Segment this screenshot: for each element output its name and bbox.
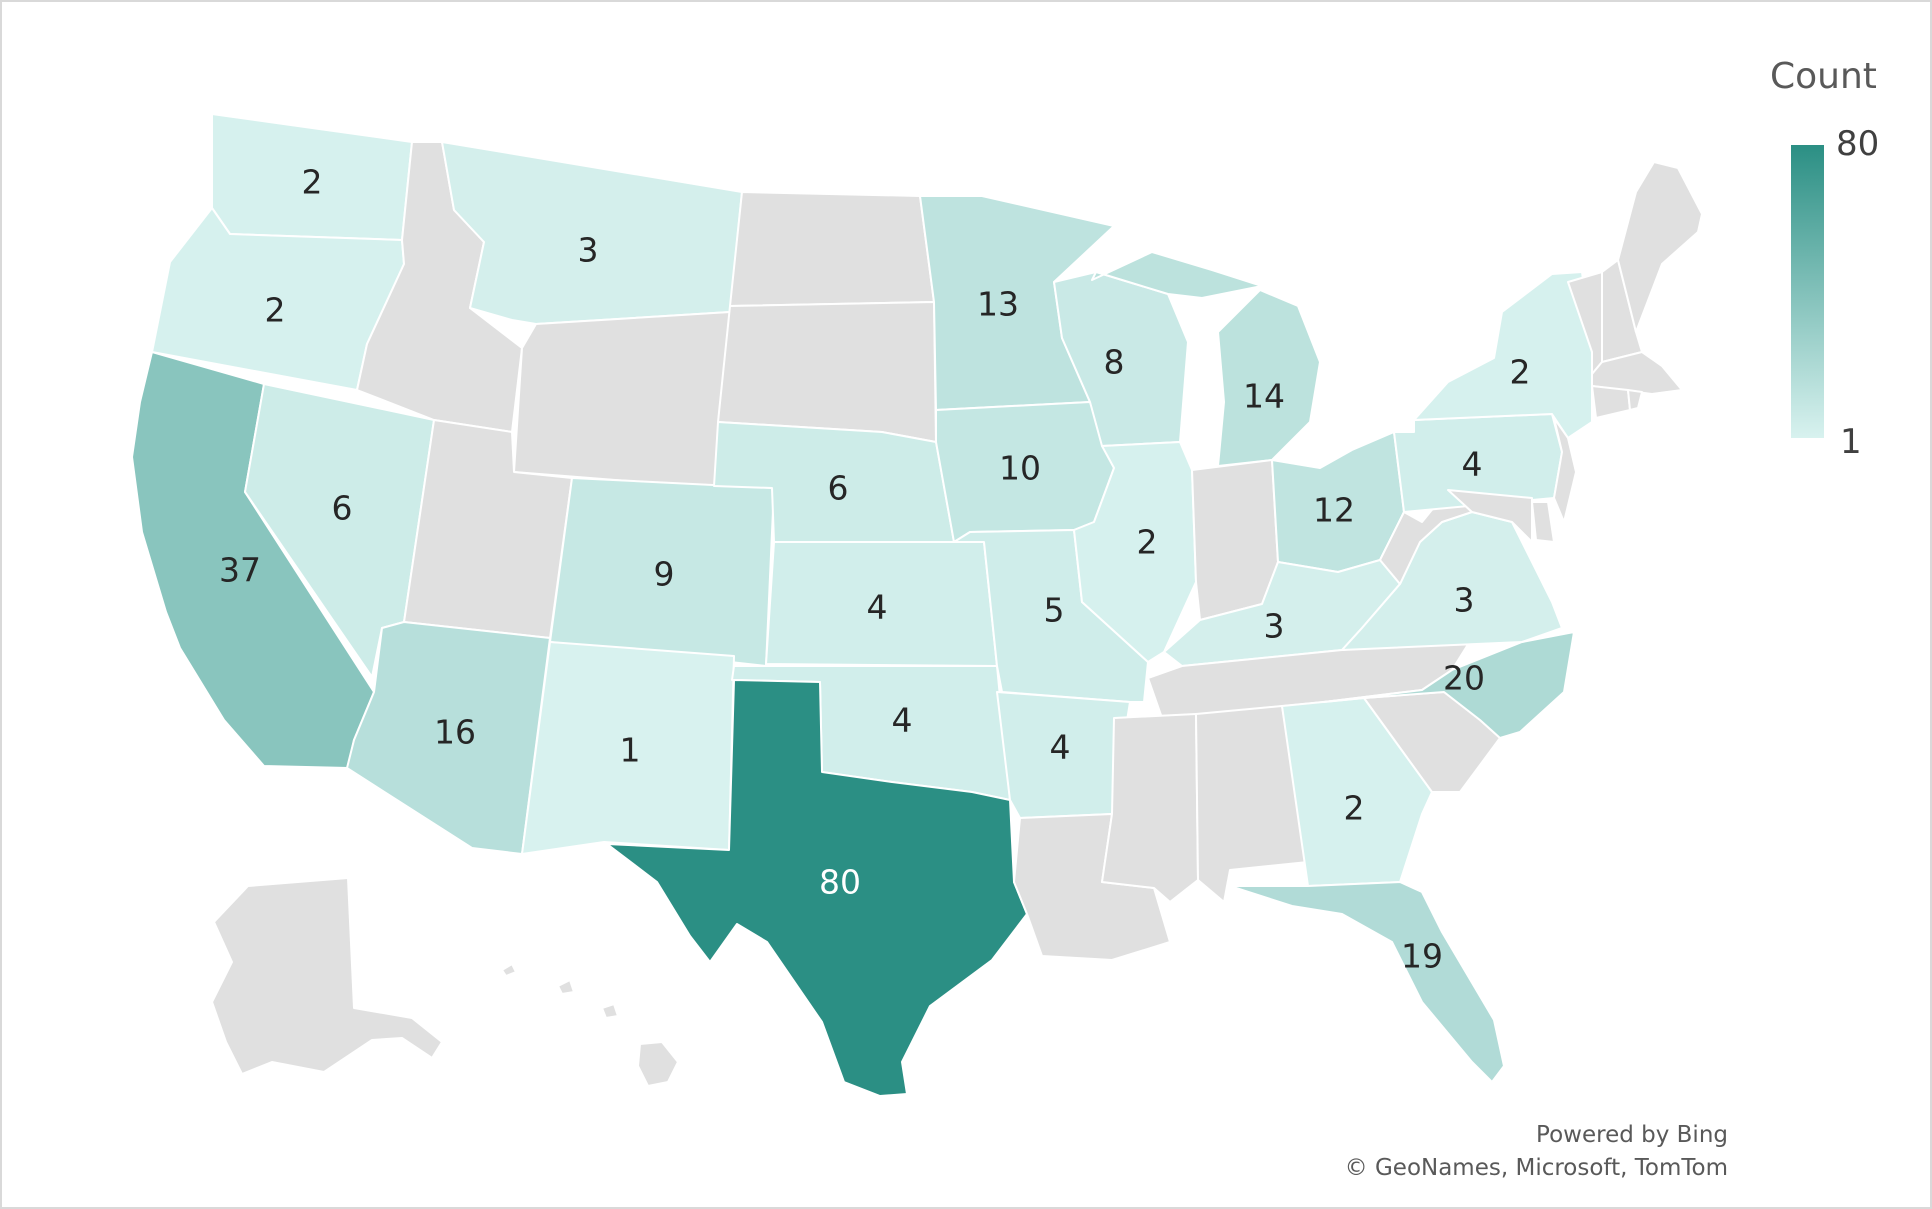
state-label-florida: 19 [1401, 937, 1443, 976]
powered-by-credit: Powered by Bing [1536, 1122, 1728, 1148]
legend-min-label: 1 [1840, 422, 1862, 462]
state-label-texas: 80 [819, 863, 861, 902]
state-label-kansas: 4 [867, 588, 888, 627]
state-south-dakota[interactable] [717, 301, 937, 443]
state-new-jersey[interactable] [1553, 417, 1577, 523]
state-delaware[interactable] [1531, 501, 1555, 543]
state-florida[interactable] [1229, 881, 1505, 1083]
state-label-missouri: 5 [1044, 591, 1065, 630]
legend-gradient-bar [1791, 145, 1824, 438]
state-texas[interactable] [606, 679, 1028, 1097]
state-label-new-mexico: 1 [620, 731, 641, 770]
state-label-oregon: 2 [265, 291, 286, 330]
state-label-pennsylvania: 4 [1462, 445, 1483, 484]
state-label-michigan: 14 [1243, 377, 1285, 416]
state-new-hampshire[interactable] [1601, 259, 1643, 363]
state-maine[interactable] [1617, 161, 1703, 333]
state-label-nevada: 6 [332, 489, 353, 528]
state-maryland[interactable] [1447, 489, 1533, 543]
state-north-carolina[interactable] [1323, 631, 1575, 739]
state-north-dakota[interactable] [729, 191, 935, 307]
state-label-kentucky: 3 [1264, 607, 1285, 646]
legend-title: Count [1770, 56, 1877, 97]
state-label-minnesota: 13 [977, 285, 1019, 324]
state-label-illinois: 2 [1137, 523, 1158, 562]
state-label-arkansas: 4 [1050, 728, 1071, 767]
state-label-wisconsin: 8 [1104, 343, 1125, 382]
state-missouri[interactable] [953, 529, 1149, 703]
state-label-ohio: 12 [1313, 491, 1355, 530]
state-rhode-island[interactable] [1627, 389, 1643, 411]
state-label-oklahoma: 4 [892, 701, 913, 740]
state-label-colorado: 9 [654, 555, 675, 594]
state-label-nebraska: 6 [828, 469, 849, 508]
state-label-north-carolina: 20 [1443, 659, 1485, 698]
state-label-montana: 3 [578, 231, 599, 270]
state-label-arizona: 16 [434, 713, 476, 752]
state-label-california: 37 [219, 551, 261, 590]
state-michigan[interactable] [1091, 251, 1321, 467]
state-alaska[interactable] [211, 877, 443, 1075]
state-label-iowa: 10 [999, 449, 1041, 488]
state-california[interactable] [131, 351, 375, 769]
state-new-york[interactable] [1413, 271, 1593, 439]
state-label-new-york: 2 [1510, 353, 1531, 392]
legend-max-label: 80 [1836, 124, 1880, 164]
state-label-virginia: 3 [1454, 581, 1475, 620]
state-wyoming[interactable] [513, 311, 731, 489]
copyright-credit: © GeoNames, Microsoft, TomTom [1344, 1155, 1728, 1181]
state-label-washington: 2 [302, 163, 323, 202]
state-label-georgia: 2 [1344, 789, 1365, 828]
state-illinois[interactable] [1073, 441, 1197, 663]
state-hawaii[interactable] [501, 963, 679, 1087]
state-mississippi[interactable] [1101, 713, 1199, 903]
state-connecticut[interactable] [1591, 385, 1631, 419]
states-layer [131, 113, 1703, 1097]
